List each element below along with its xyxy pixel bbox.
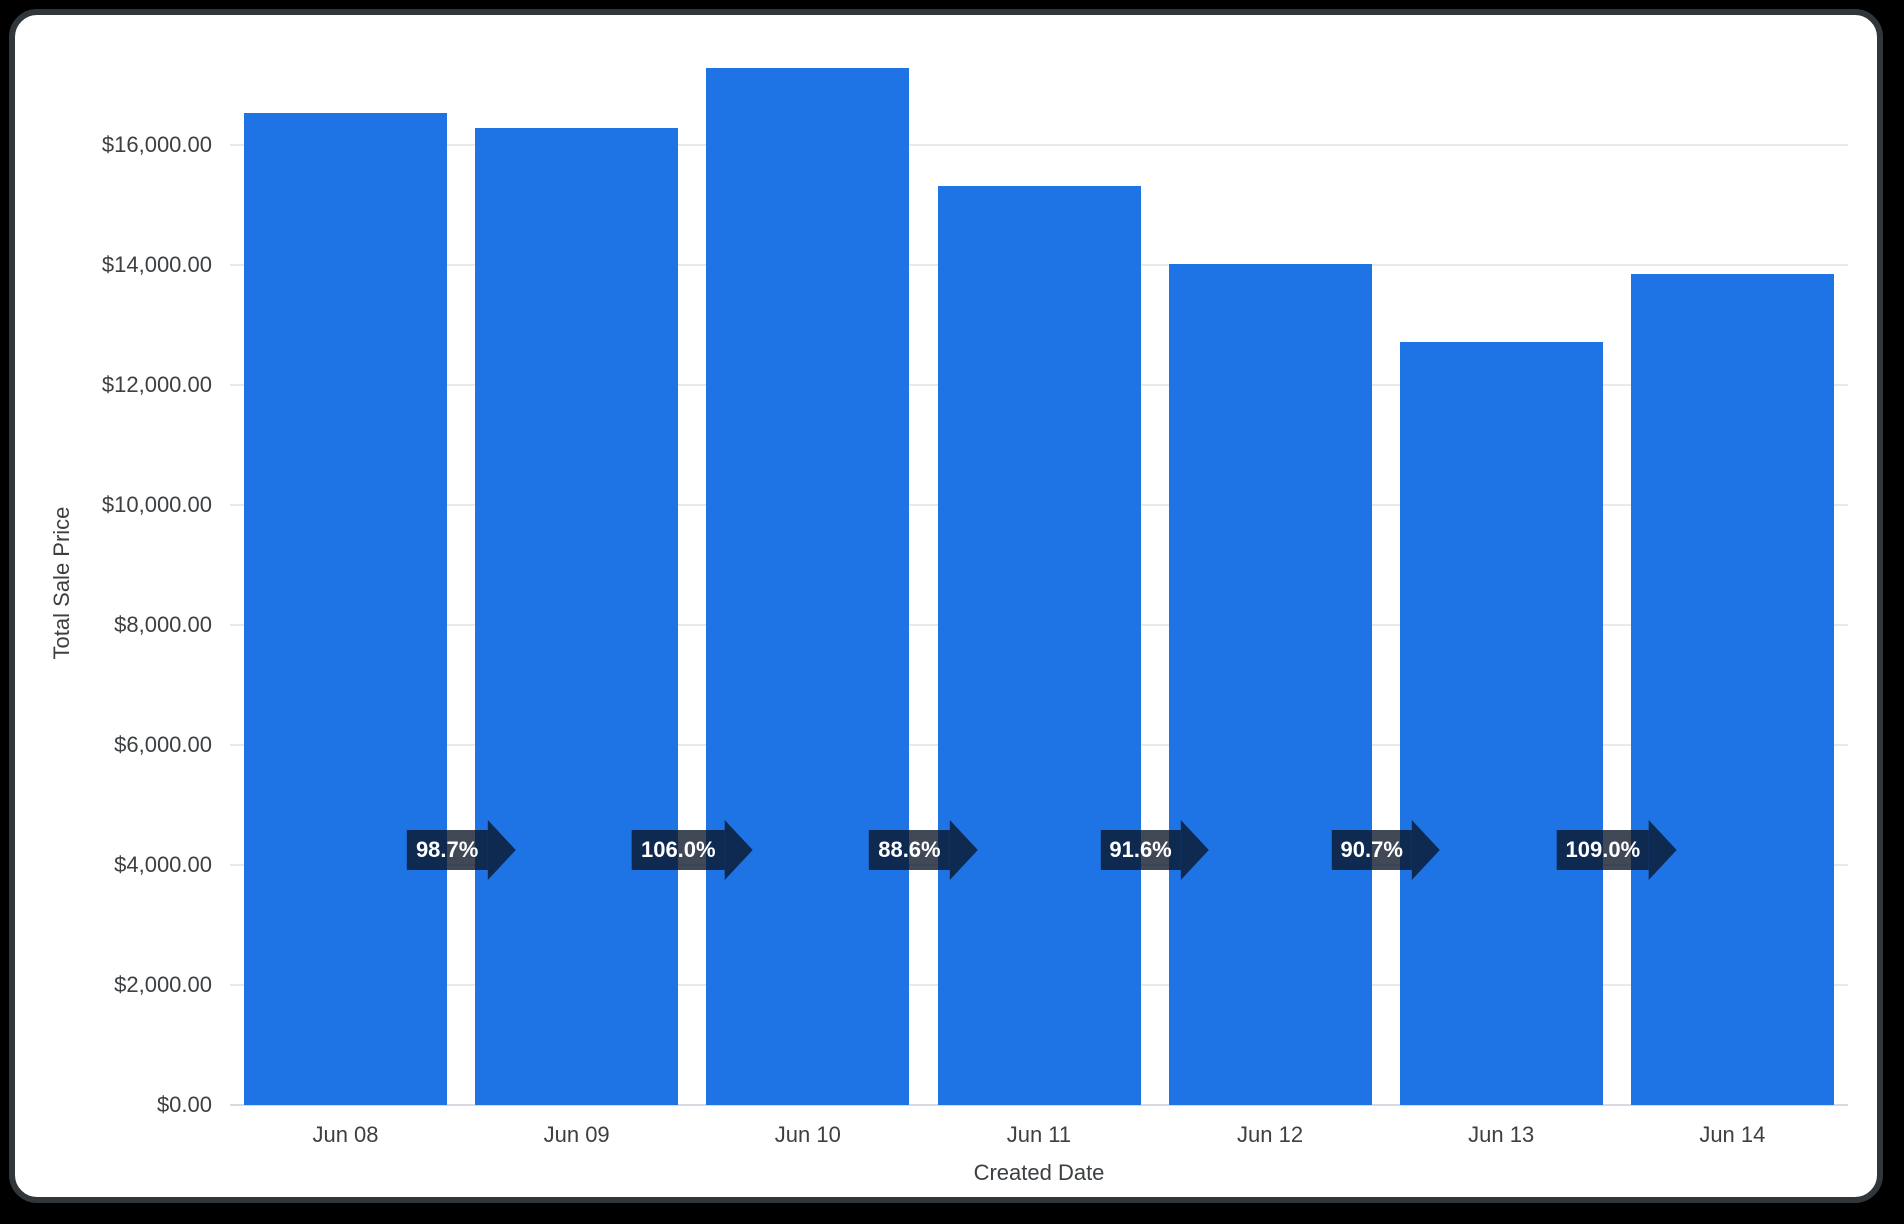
x-tick-label: Jun 08 [312, 1122, 379, 1147]
gridline [230, 144, 1848, 146]
bar-jun-09[interactable] [475, 128, 679, 1105]
x-axis-line [230, 1104, 1848, 1106]
y-tick-label: $10,000.00 [101, 492, 212, 517]
growth-badge: 88.6% [869, 820, 978, 880]
right-arrow-icon [724, 820, 753, 880]
y-tick-label: $12,000.00 [101, 372, 212, 397]
growth-badge: 98.7% [406, 820, 516, 880]
y-tick-label: $0.00 [156, 1092, 212, 1117]
growth-badge-label: 88.6% [869, 830, 950, 870]
y-tick-label: $8,000.00 [114, 612, 212, 637]
bar-jun-14[interactable] [1630, 274, 1834, 1105]
right-arrow-icon [1649, 820, 1678, 880]
right-arrow-icon [1180, 820, 1209, 880]
bar-jun-10[interactable] [706, 68, 910, 1105]
right-arrow-icon [1411, 820, 1440, 880]
y-tick-label: $6,000.00 [114, 732, 212, 757]
chart-region: Total Sale Price 98.7% 106.0% 88.6% 91.6% 90… [15, 15, 1877, 1197]
y-tick-label: $16,000.00 [101, 132, 212, 157]
y-axis-title: Total Sale Price [49, 506, 74, 660]
growth-badge-label: 90.7% [1331, 830, 1412, 870]
x-axis-title: Created Date [973, 1160, 1105, 1185]
chart-card: Total Sale Price 98.7% 106.0% 88.6% 91.6% 90… [9, 9, 1883, 1203]
growth-badge-label: 109.0% [1556, 830, 1650, 870]
growth-badge: 91.6% [1100, 820, 1209, 880]
bar-jun-11[interactable] [937, 186, 1141, 1105]
y-tick-label: $2,000.00 [114, 972, 212, 997]
x-tick-label: Jun 12 [1237, 1122, 1304, 1147]
bar-jun-12[interactable] [1168, 264, 1372, 1105]
bar-jun-08[interactable] [244, 113, 448, 1105]
x-tick-label: Jun 09 [543, 1122, 610, 1147]
right-arrow-icon [949, 820, 978, 880]
growth-badge: 106.0% [631, 820, 753, 880]
growth-badge-label: 91.6% [1100, 830, 1181, 870]
growth-badge-label: 98.7% [406, 830, 488, 870]
growth-badge-label: 106.0% [631, 830, 725, 870]
x-tick-label: Jun 14 [1699, 1122, 1766, 1147]
bar-jun-13[interactable] [1399, 342, 1603, 1105]
x-tick-label: Jun 11 [1006, 1122, 1072, 1147]
y-tick-label: $4,000.00 [114, 852, 212, 877]
x-tick-label: Jun 13 [1468, 1122, 1535, 1147]
right-arrow-icon [487, 820, 516, 880]
growth-badge: 109.0% [1556, 820, 1678, 880]
x-tick-label: Jun 10 [774, 1122, 841, 1147]
plot-area: 98.7% 106.0% 88.6% 91.6% 90.7% 109.0% [230, 25, 1848, 1106]
y-tick-label: $14,000.00 [101, 252, 212, 277]
growth-badge: 90.7% [1331, 820, 1440, 880]
